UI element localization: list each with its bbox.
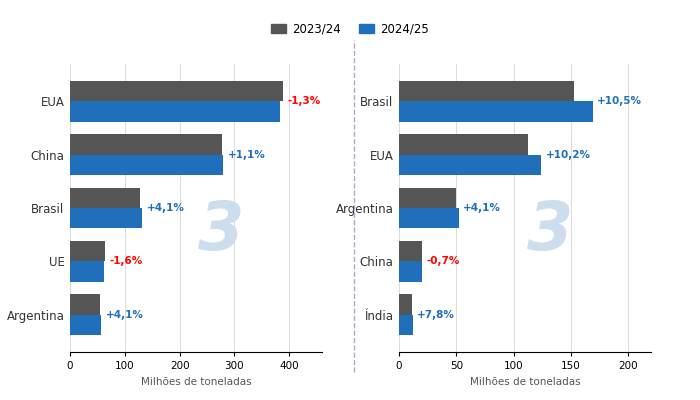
X-axis label: Milhões de toneladas: Milhões de toneladas xyxy=(470,376,580,386)
Bar xyxy=(399,241,422,261)
Bar xyxy=(70,134,222,155)
Text: 3: 3 xyxy=(198,198,244,264)
Bar xyxy=(70,101,281,122)
Bar xyxy=(399,155,541,175)
Text: +4,1%: +4,1% xyxy=(463,203,501,213)
Bar xyxy=(70,241,104,261)
Bar xyxy=(399,208,458,228)
Bar xyxy=(399,188,456,208)
Bar xyxy=(399,315,413,335)
Bar xyxy=(70,315,101,335)
Text: +4,1%: +4,1% xyxy=(106,310,144,320)
Bar xyxy=(399,81,574,101)
Text: +10,2%: +10,2% xyxy=(545,150,591,160)
Text: +7,8%: +7,8% xyxy=(417,310,455,320)
Bar xyxy=(399,101,593,122)
Text: -1,3%: -1,3% xyxy=(288,96,321,106)
Text: +1,1%: +1,1% xyxy=(228,150,266,160)
Legend: 2023/24, 2024/25: 2023/24, 2024/25 xyxy=(267,18,433,40)
Bar xyxy=(399,261,422,282)
Bar xyxy=(70,81,283,101)
Text: +10,5%: +10,5% xyxy=(597,96,642,106)
Text: +4,1%: +4,1% xyxy=(147,203,185,213)
Text: 3: 3 xyxy=(527,198,573,264)
Text: -0,7%: -0,7% xyxy=(426,256,460,266)
Bar xyxy=(70,188,139,208)
Bar xyxy=(70,155,223,175)
Text: -1,6%: -1,6% xyxy=(109,256,142,266)
Bar xyxy=(399,294,412,315)
Bar xyxy=(70,208,142,228)
Bar xyxy=(399,134,528,155)
Bar xyxy=(70,294,100,315)
X-axis label: Milhões de toneladas: Milhões de toneladas xyxy=(141,376,251,386)
Bar xyxy=(70,261,104,282)
